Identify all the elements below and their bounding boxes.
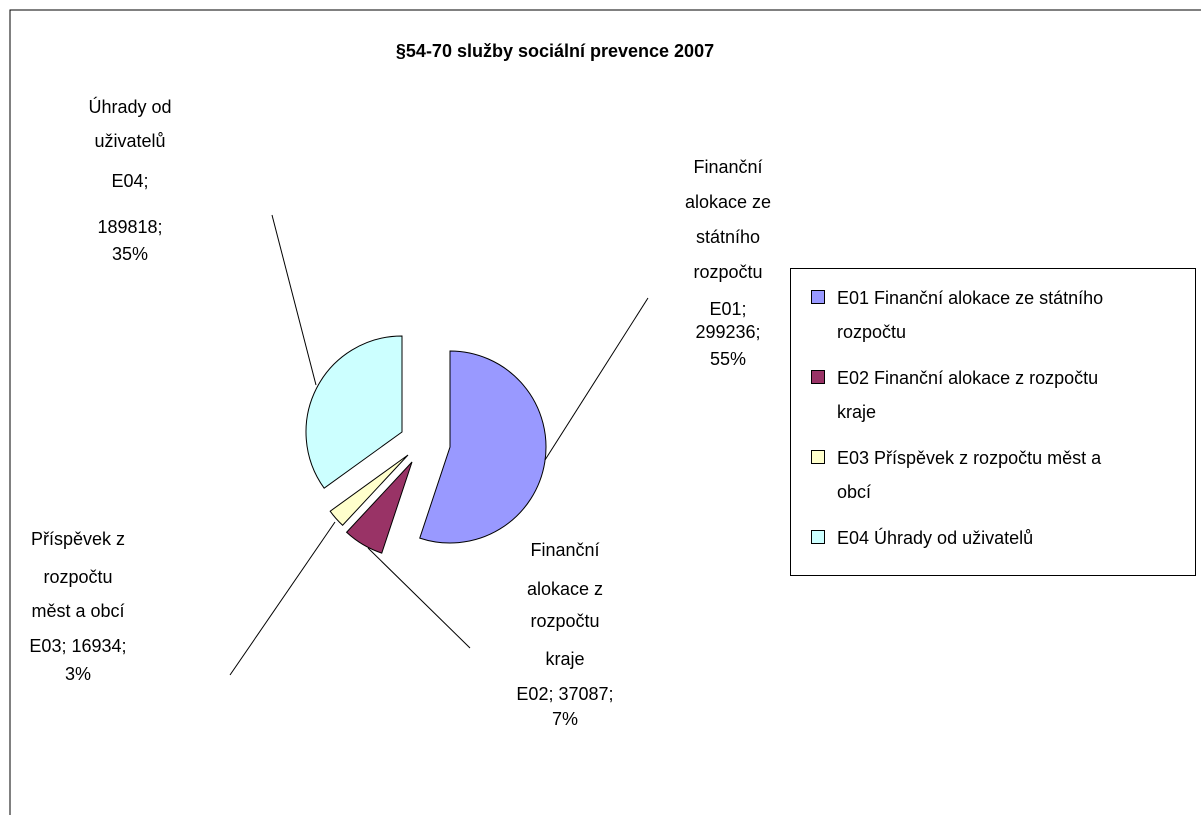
data-label-percent: 7% (552, 709, 578, 729)
pie-slice (345, 461, 413, 554)
data-label: E02; 37087; (516, 684, 613, 704)
data-label: kraje (545, 649, 584, 669)
chart-border (9, 9, 1201, 815)
legend-label: E02 Finanční alokace z rozpočtu kraje (837, 368, 1099, 422)
chart-title: §54-70 služby sociální prevence 2007 (396, 41, 714, 61)
data-label-code: E01 (709, 299, 741, 319)
legend-swatch (811, 290, 825, 304)
data-label-separator: ; (609, 684, 614, 704)
data-label: rozpočtu (530, 611, 599, 631)
data-label: Úhrady od (88, 96, 171, 117)
data-label-percent: 55% (710, 349, 746, 369)
leader-line (367, 547, 471, 649)
data-label: E04; (111, 171, 148, 191)
data-label: Finanční (693, 157, 762, 177)
data-label: státního (696, 227, 760, 247)
data-label-separator: ; (144, 171, 149, 191)
data-label-value: 299236 (695, 322, 755, 342)
data-label-separator: ; (756, 322, 761, 342)
data-label: E01; (709, 299, 746, 319)
pie-slice (419, 350, 547, 544)
data-label-code: E03 (29, 636, 61, 656)
legend-label: E04 Úhrady od uživatelů (837, 528, 1034, 548)
data-label: uživatelů (94, 131, 165, 151)
data-label: alokace ze (685, 192, 771, 212)
data-label-percent: 35% (112, 244, 148, 264)
data-label: rozpočtu (43, 567, 112, 587)
legend-swatch (811, 450, 825, 464)
data-label-separator: ; (742, 299, 747, 319)
legend-item: E01 Finanční alokace ze státního rozpočt… (811, 281, 1111, 349)
leader-line (271, 214, 317, 386)
data-label: Finanční (530, 540, 599, 560)
legend: E01 Finanční alokace ze státního rozpočt… (790, 268, 1196, 576)
legend-label: E03 Příspěvek z rozpočtu měst a obcí (837, 448, 1102, 502)
data-label: rozpočtu (693, 262, 762, 282)
leader-line (229, 521, 336, 676)
data-label: Příspěvek z (31, 529, 125, 549)
data-label: měst a obcí (31, 601, 124, 621)
data-label-separator: ; (158, 217, 163, 237)
legend-item: E03 Příspěvek z rozpočtu měst a obcí (811, 441, 1111, 509)
data-label-value: 189818 (97, 217, 157, 237)
data-label: E03; 16934; (29, 636, 126, 656)
pie-slice (305, 335, 403, 489)
legend-swatch (811, 370, 825, 384)
leader-line (544, 297, 649, 461)
pie-slice (329, 454, 409, 526)
data-label-code: E02 (516, 684, 548, 704)
data-label: alokace z (527, 579, 603, 599)
data-label-separator: ; (122, 636, 127, 656)
data-label-value: 16934 (71, 636, 121, 656)
data-label: 299236; (695, 322, 760, 342)
data-label-separator: ; (61, 636, 66, 656)
legend-item: E04 Úhrady od uživatelů (811, 521, 1111, 555)
data-label-code: E04 (111, 171, 143, 191)
legend-label: E01 Finanční alokace ze státního rozpočt… (837, 288, 1104, 342)
data-label-separator: ; (548, 684, 553, 704)
data-label-percent: 3% (65, 664, 91, 684)
legend-item: E02 Finanční alokace z rozpočtu kraje (811, 361, 1111, 429)
data-label: 189818; (97, 217, 162, 237)
legend-swatch (811, 530, 825, 544)
data-label-value: 37087 (558, 684, 608, 704)
